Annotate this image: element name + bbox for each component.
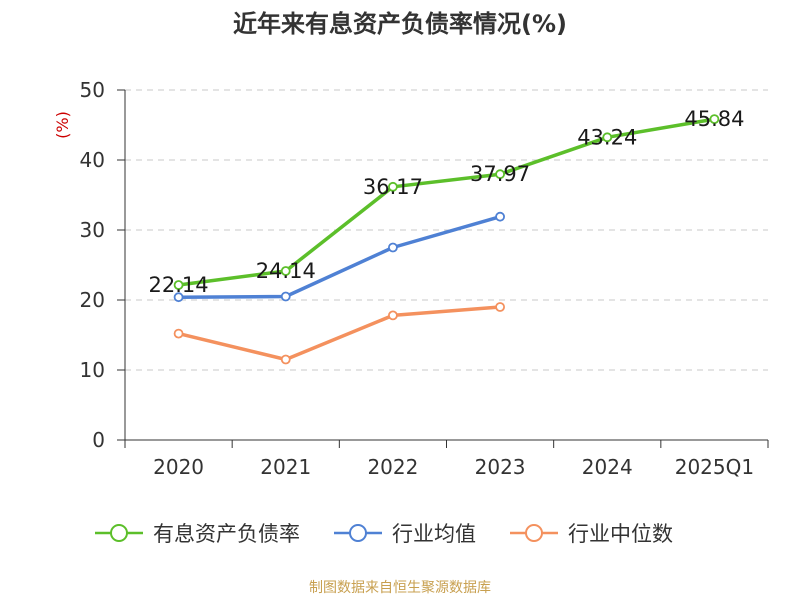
series-line-2 <box>176 305 502 362</box>
series-line-1 <box>176 214 502 299</box>
data-point-1 <box>280 291 291 302</box>
legend-marker-1 <box>334 524 382 542</box>
y-tick-label: 10 <box>80 358 105 382</box>
x-tick-label: 2021 <box>260 455 311 479</box>
legend-label-0: 有息资产负债率 <box>153 522 300 546</box>
data-point-0 <box>173 280 184 290</box>
legend-item-series-2[interactable]: 行业中位数 <box>510 518 673 548</box>
chart-title: 近年来有息资产负债率情况(%) <box>233 10 567 38</box>
data-point-2 <box>280 354 291 365</box>
data-point-1 <box>388 242 398 253</box>
data-point-2 <box>495 302 505 312</box>
legend-label-1: 行业均值 <box>392 522 476 546</box>
data-point-0 <box>280 266 291 276</box>
data-point-1 <box>173 292 184 303</box>
data-label: 45.84 <box>684 107 744 131</box>
data-point-2 <box>388 310 398 321</box>
x-tick-label: 2024 <box>582 455 633 479</box>
legend-label-2: 行业中位数 <box>568 522 673 546</box>
data-point-0 <box>709 114 720 125</box>
data-point-0 <box>388 181 398 192</box>
y-tick-label: 0 <box>92 428 105 452</box>
source-note: 制图数据来自恒生聚源数据库 <box>309 580 491 596</box>
data-label: 36.17 <box>363 175 423 199</box>
x-tick-label: 2020 <box>153 455 204 479</box>
data-point-1 <box>495 211 505 222</box>
y-tick-label: 40 <box>80 148 105 172</box>
y-tick-label: 20 <box>80 288 105 312</box>
legend-marker-0 <box>95 524 143 542</box>
data-label: 24.14 <box>256 259 316 283</box>
y-tick-label: 30 <box>80 218 105 242</box>
legend-item-series-1[interactable]: 行业均值 <box>334 518 476 548</box>
data-point-0 <box>495 169 505 180</box>
x-tick-label: 2022 <box>367 455 418 479</box>
y-axis-label: (%) <box>53 111 72 139</box>
data-label: 43.24 <box>577 125 637 149</box>
y-tick-label: 50 <box>80 78 105 102</box>
legend-marker-2 <box>510 524 558 542</box>
data-point-0 <box>602 132 613 143</box>
legend-item-series-0[interactable]: 有息资产负债率 <box>95 518 300 548</box>
data-label: 22.14 <box>149 273 209 297</box>
x-tick-label: 2023 <box>475 455 526 479</box>
data-label: 37.97 <box>470 162 530 186</box>
series-line-0 <box>176 117 717 287</box>
x-tick-label: 2025Q1 <box>675 455 754 479</box>
legend: 有息资产负债率 行业均值 行业中位数 <box>95 518 673 548</box>
data-point-2 <box>173 328 184 339</box>
